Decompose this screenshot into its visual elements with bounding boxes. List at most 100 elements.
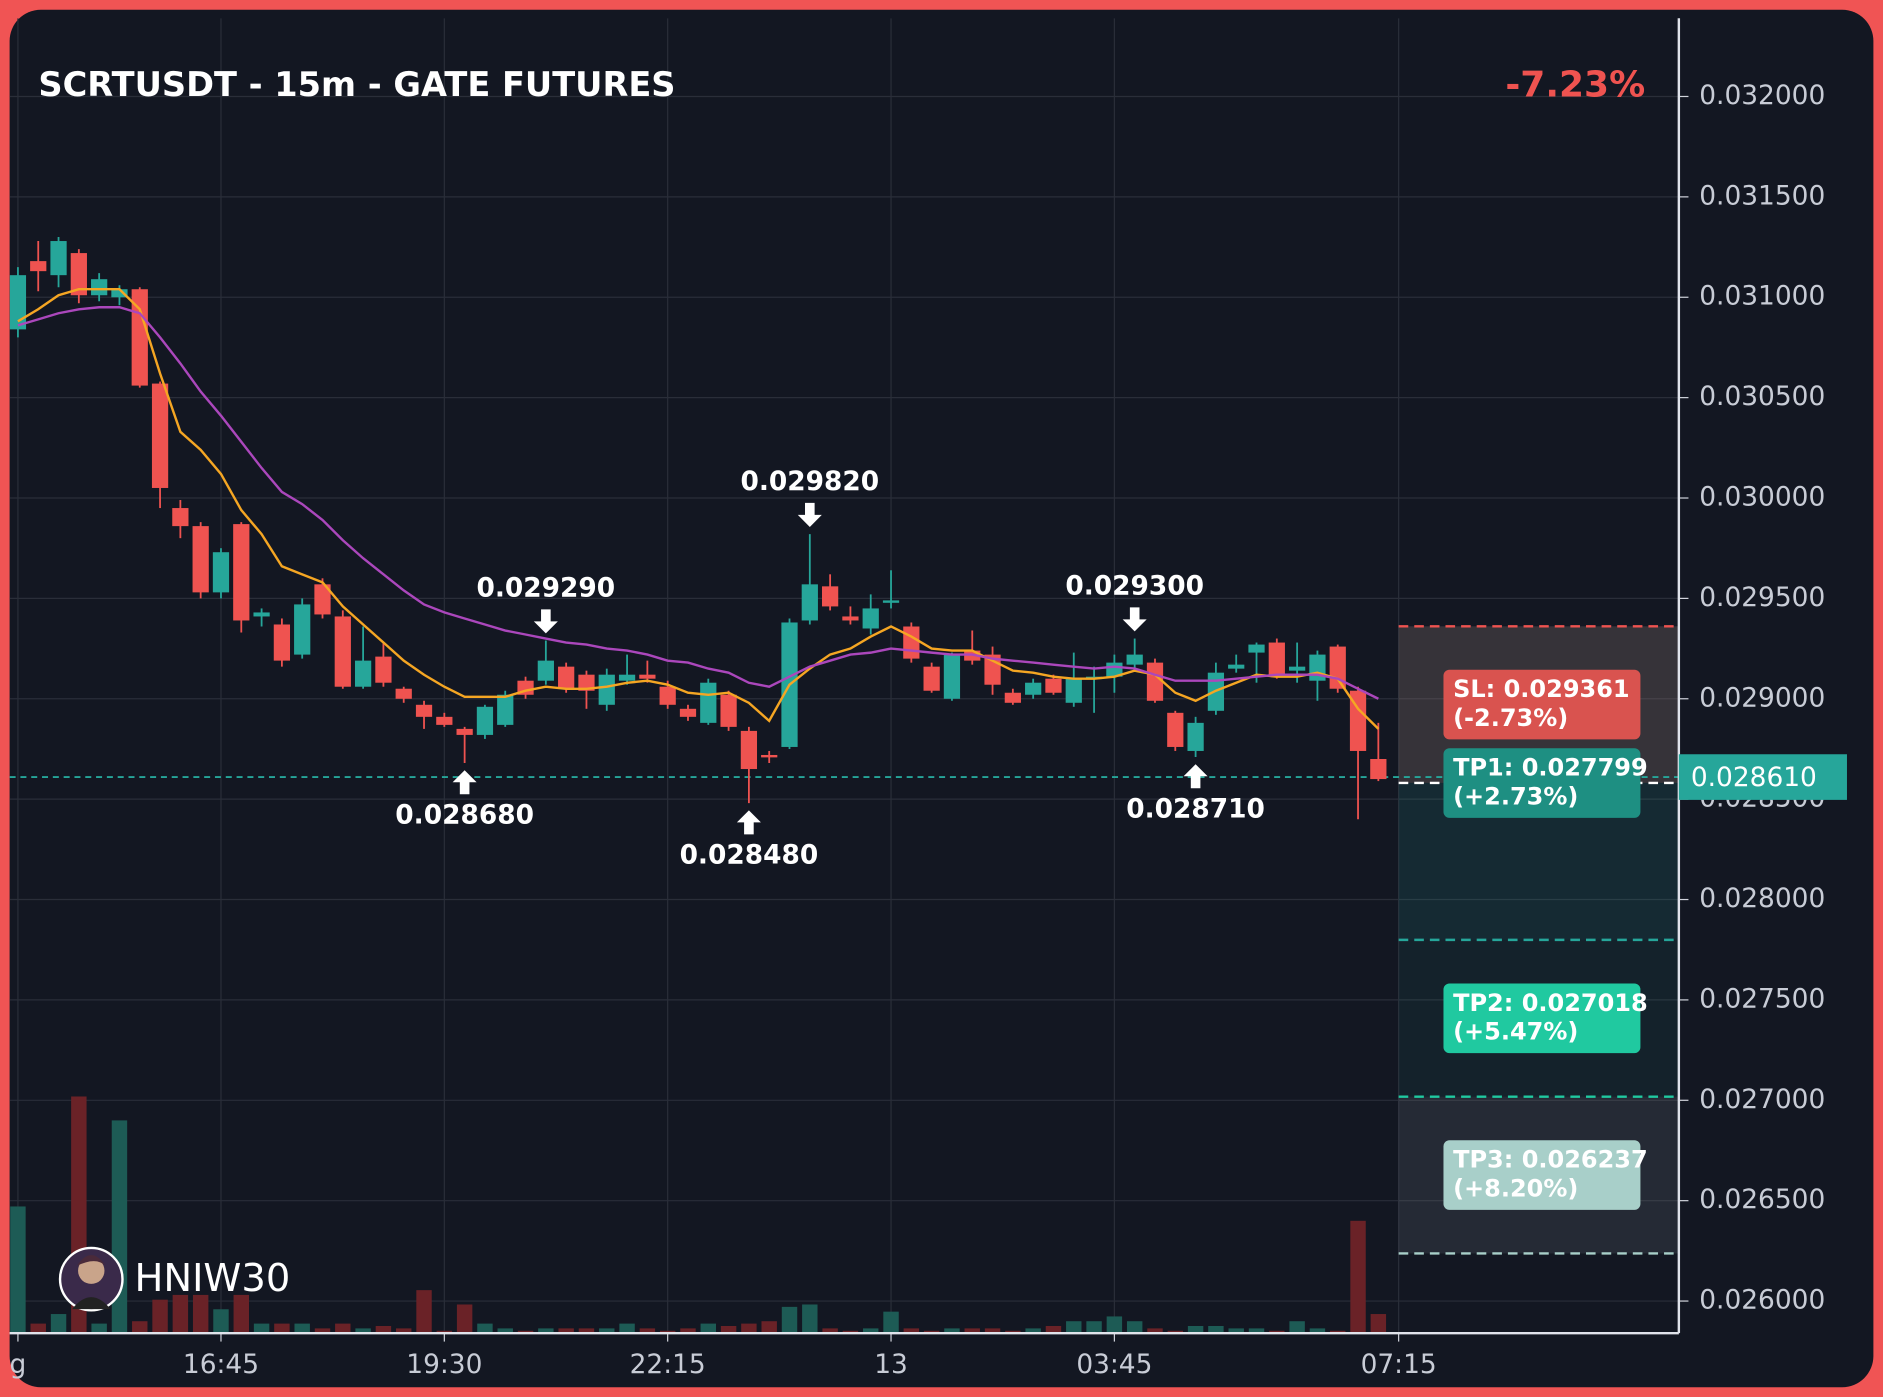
- candle-body: [923, 666, 940, 691]
- candle-body: [1146, 662, 1164, 701]
- volume-bar: [599, 1328, 615, 1334]
- volume-bar: [1086, 1321, 1102, 1334]
- volume-bar: [822, 1328, 838, 1334]
- candle-body: [598, 674, 615, 705]
- volume-bar: [50, 1314, 67, 1334]
- ma-line: [17, 306, 1379, 700]
- candle-body: [639, 674, 656, 679]
- volume-bar: [172, 1294, 189, 1334]
- candle-body: [1025, 682, 1042, 695]
- level-label: TP3: 0.026237: [1453, 1146, 1648, 1174]
- annotation-label: 0.029820: [740, 466, 879, 497]
- volume-bar: [192, 1294, 209, 1334]
- y-tick-label: 0.031500: [1699, 180, 1825, 211]
- y-tick-label: 0.026500: [1699, 1184, 1825, 1215]
- y-tick-label: 0.027000: [1699, 1084, 1825, 1115]
- candle-body: [395, 688, 412, 699]
- volume-bar: [10, 1206, 26, 1334]
- volume-bar: [1350, 1220, 1366, 1334]
- volume-bar: [1187, 1325, 1204, 1334]
- volume-bar: [1370, 1314, 1387, 1334]
- candle-body: [1288, 666, 1306, 671]
- volume-bar: [253, 1323, 270, 1334]
- annotation-label: 0.029290: [477, 572, 616, 603]
- level-label: SL: 0.029361: [1453, 675, 1630, 703]
- candle-body: [1248, 644, 1265, 653]
- volume-bar: [213, 1309, 229, 1334]
- candle-body: [497, 694, 514, 725]
- candle-body: [294, 604, 311, 655]
- candle-body: [1349, 690, 1367, 751]
- candle-body: [1370, 758, 1387, 780]
- volume-bar: [477, 1323, 493, 1334]
- volume-bar: [619, 1323, 635, 1334]
- candle-body: [903, 626, 920, 659]
- candle-body: [456, 728, 473, 735]
- candle-body: [720, 694, 737, 727]
- candle-body: [943, 654, 961, 699]
- volume-bar: [456, 1304, 473, 1334]
- y-tick-label: 0.031000: [1699, 281, 1825, 312]
- volume-bar: [984, 1328, 1001, 1334]
- candle-body: [50, 241, 67, 276]
- level-pct: (+8.20%): [1453, 1174, 1578, 1202]
- x-tick-label: 13: [874, 1349, 908, 1380]
- volume-bar: [1025, 1328, 1041, 1334]
- plot: 0.026000 0.026500 0.027000 0.027500 0.028000…: [10, 18, 1847, 1380]
- y-tick-label: 0.030500: [1699, 381, 1825, 412]
- volume-bar: [1208, 1325, 1224, 1334]
- candle-body: [862, 608, 879, 629]
- level-box: [1443, 1140, 1641, 1210]
- change: -7.23%: [1505, 65, 1645, 106]
- watermark: HNIW30: [135, 1256, 291, 1301]
- candle-body: [253, 612, 270, 617]
- price-tag: [1678, 754, 1847, 800]
- y-tick-label: 0.032000: [1699, 80, 1825, 111]
- candle-body: [740, 730, 758, 770]
- volume-bar: [700, 1323, 717, 1334]
- candle-body: [679, 708, 697, 717]
- candle-body: [801, 584, 818, 621]
- candle-body: [700, 682, 717, 723]
- volume-bar: [944, 1328, 960, 1334]
- candle-body: [91, 279, 108, 296]
- volume-bar: [375, 1325, 392, 1334]
- volume-bar: [396, 1328, 412, 1334]
- volume-bar: [781, 1306, 798, 1334]
- volume-bar: [1045, 1325, 1062, 1334]
- volume-bar: [863, 1328, 879, 1334]
- volume-bar: [335, 1323, 351, 1334]
- volume-bar: [497, 1328, 513, 1334]
- candle-body: [131, 289, 148, 386]
- x-tick-label: 03:45: [1076, 1349, 1152, 1380]
- candle-body: [111, 289, 128, 298]
- volume-bar: [1309, 1328, 1326, 1334]
- volume-bar: [416, 1290, 432, 1334]
- volume-bar: [802, 1304, 818, 1334]
- candle-body: [30, 261, 47, 272]
- volume-bar: [1126, 1321, 1143, 1334]
- y-tick-label: 0.028000: [1699, 883, 1825, 914]
- volume-bar: [1289, 1321, 1305, 1334]
- volume-bar: [1106, 1316, 1123, 1334]
- candle-body: [212, 552, 230, 593]
- avatar: [58, 1246, 124, 1312]
- volume-bar: [558, 1328, 574, 1334]
- candle-body: [233, 524, 250, 621]
- volume-bar: [883, 1311, 899, 1334]
- volume-bar: [680, 1328, 696, 1334]
- volume-bar: [578, 1328, 595, 1334]
- volume-bar: [1066, 1321, 1082, 1334]
- candle-body: [1126, 654, 1143, 665]
- annotation-label: 0.029300: [1065, 570, 1204, 601]
- candle-body: [1065, 678, 1082, 703]
- x-tick-label: 19:30: [406, 1349, 482, 1380]
- level-pct: (-2.73%): [1453, 704, 1568, 732]
- candle-body: [314, 584, 331, 615]
- candle-body: [761, 754, 778, 758]
- volume-bar: [741, 1323, 757, 1334]
- volume-bar: [314, 1328, 331, 1334]
- candle-body: [415, 704, 433, 717]
